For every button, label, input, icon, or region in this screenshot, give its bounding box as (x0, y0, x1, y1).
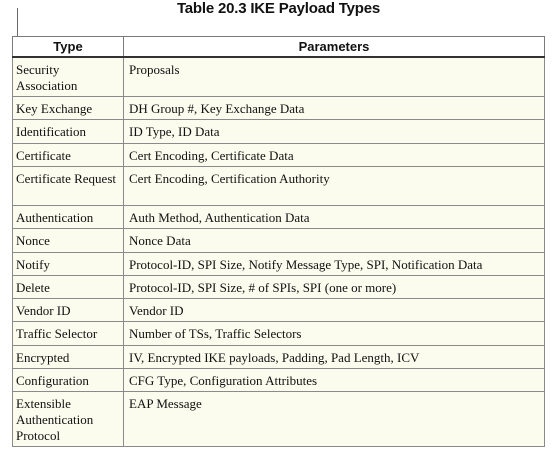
table-row: Notify Protocol-ID, SPI Size, Notify Mes… (12, 252, 545, 276)
type-cell: Security Association (12, 56, 124, 97)
table-row: Key Exchange DH Group #, Key Exchange Da… (12, 96, 545, 120)
parameters-cell: IV, Encrypted IKE payloads, Padding, Pad… (123, 345, 545, 369)
type-cell: Encrypted (12, 345, 124, 369)
type-cell: Vendor ID (12, 298, 124, 322)
table-row: Security Association Proposals (12, 56, 545, 97)
type-cell: Configuration (12, 368, 124, 392)
parameters-cell: DH Group #, Key Exchange Data (123, 96, 545, 120)
type-cell: Notify (12, 252, 124, 276)
type-cell: Key Exchange (12, 96, 124, 120)
column-header-type: Type (12, 36, 124, 58)
type-cell: Identification (12, 119, 124, 144)
parameters-cell: Protocol-ID, SPI Size, # of SPIs, SPI (o… (123, 275, 545, 299)
parameters-cell: Cert Encoding, Certificate Data (123, 143, 545, 167)
header-row: Type Parameters (12, 36, 545, 58)
table-row: Encrypted IV, Encrypted IKE payloads, Pa… (12, 345, 545, 369)
table-row: Extensible Authentication Protocol EAP M… (12, 391, 545, 447)
table-row: Configuration CFG Type, Configuration At… (12, 368, 545, 392)
type-cell: Certificate Request (12, 166, 124, 206)
table-row: Certificate Request Cert Encoding, Certi… (12, 166, 545, 206)
parameters-cell: Vendor ID (123, 298, 545, 322)
type-cell: Authentication (12, 205, 124, 229)
table-row: Delete Protocol-ID, SPI Size, # of SPIs,… (12, 275, 545, 299)
margin-rule (17, 8, 18, 36)
table-row: Identification ID Type, ID Data (12, 119, 545, 144)
parameters-cell: CFG Type, Configuration Attributes (123, 368, 545, 392)
table-row: Traffic Selector Number of TSs, Traffic … (12, 321, 545, 346)
table-row: Vendor ID Vendor ID (12, 298, 545, 322)
parameters-cell: Proposals (123, 56, 545, 97)
table-row: Nonce Nonce Data (12, 228, 545, 253)
table-title: Table 20.3 IKE Payload Types (176, 0, 381, 17)
table-row: Authentication Auth Method, Authenticati… (12, 205, 545, 229)
type-cell: Delete (12, 275, 124, 299)
type-cell: Certificate (12, 143, 124, 167)
parameters-cell: Number of TSs, Traffic Selectors (123, 321, 545, 346)
parameters-cell: EAP Message (123, 391, 545, 447)
column-header-parameters: Parameters (123, 36, 545, 58)
parameters-cell: ID Type, ID Data (123, 119, 545, 144)
parameters-cell: Auth Method, Authentication Data (123, 205, 545, 229)
ike-payload-table: Type Parameters Security Association Pro… (12, 36, 545, 447)
type-cell: Nonce (12, 228, 124, 253)
table-row: Certificate Cert Encoding, Certificate D… (12, 143, 545, 167)
type-cell: Traffic Selector (12, 321, 124, 346)
parameters-cell: Cert Encoding, Certification Authority (123, 166, 545, 206)
parameters-cell: Protocol-ID, SPI Size, Notify Message Ty… (123, 252, 545, 276)
type-cell: Extensible Authentication Protocol (12, 391, 124, 447)
parameters-cell: Nonce Data (123, 228, 545, 253)
